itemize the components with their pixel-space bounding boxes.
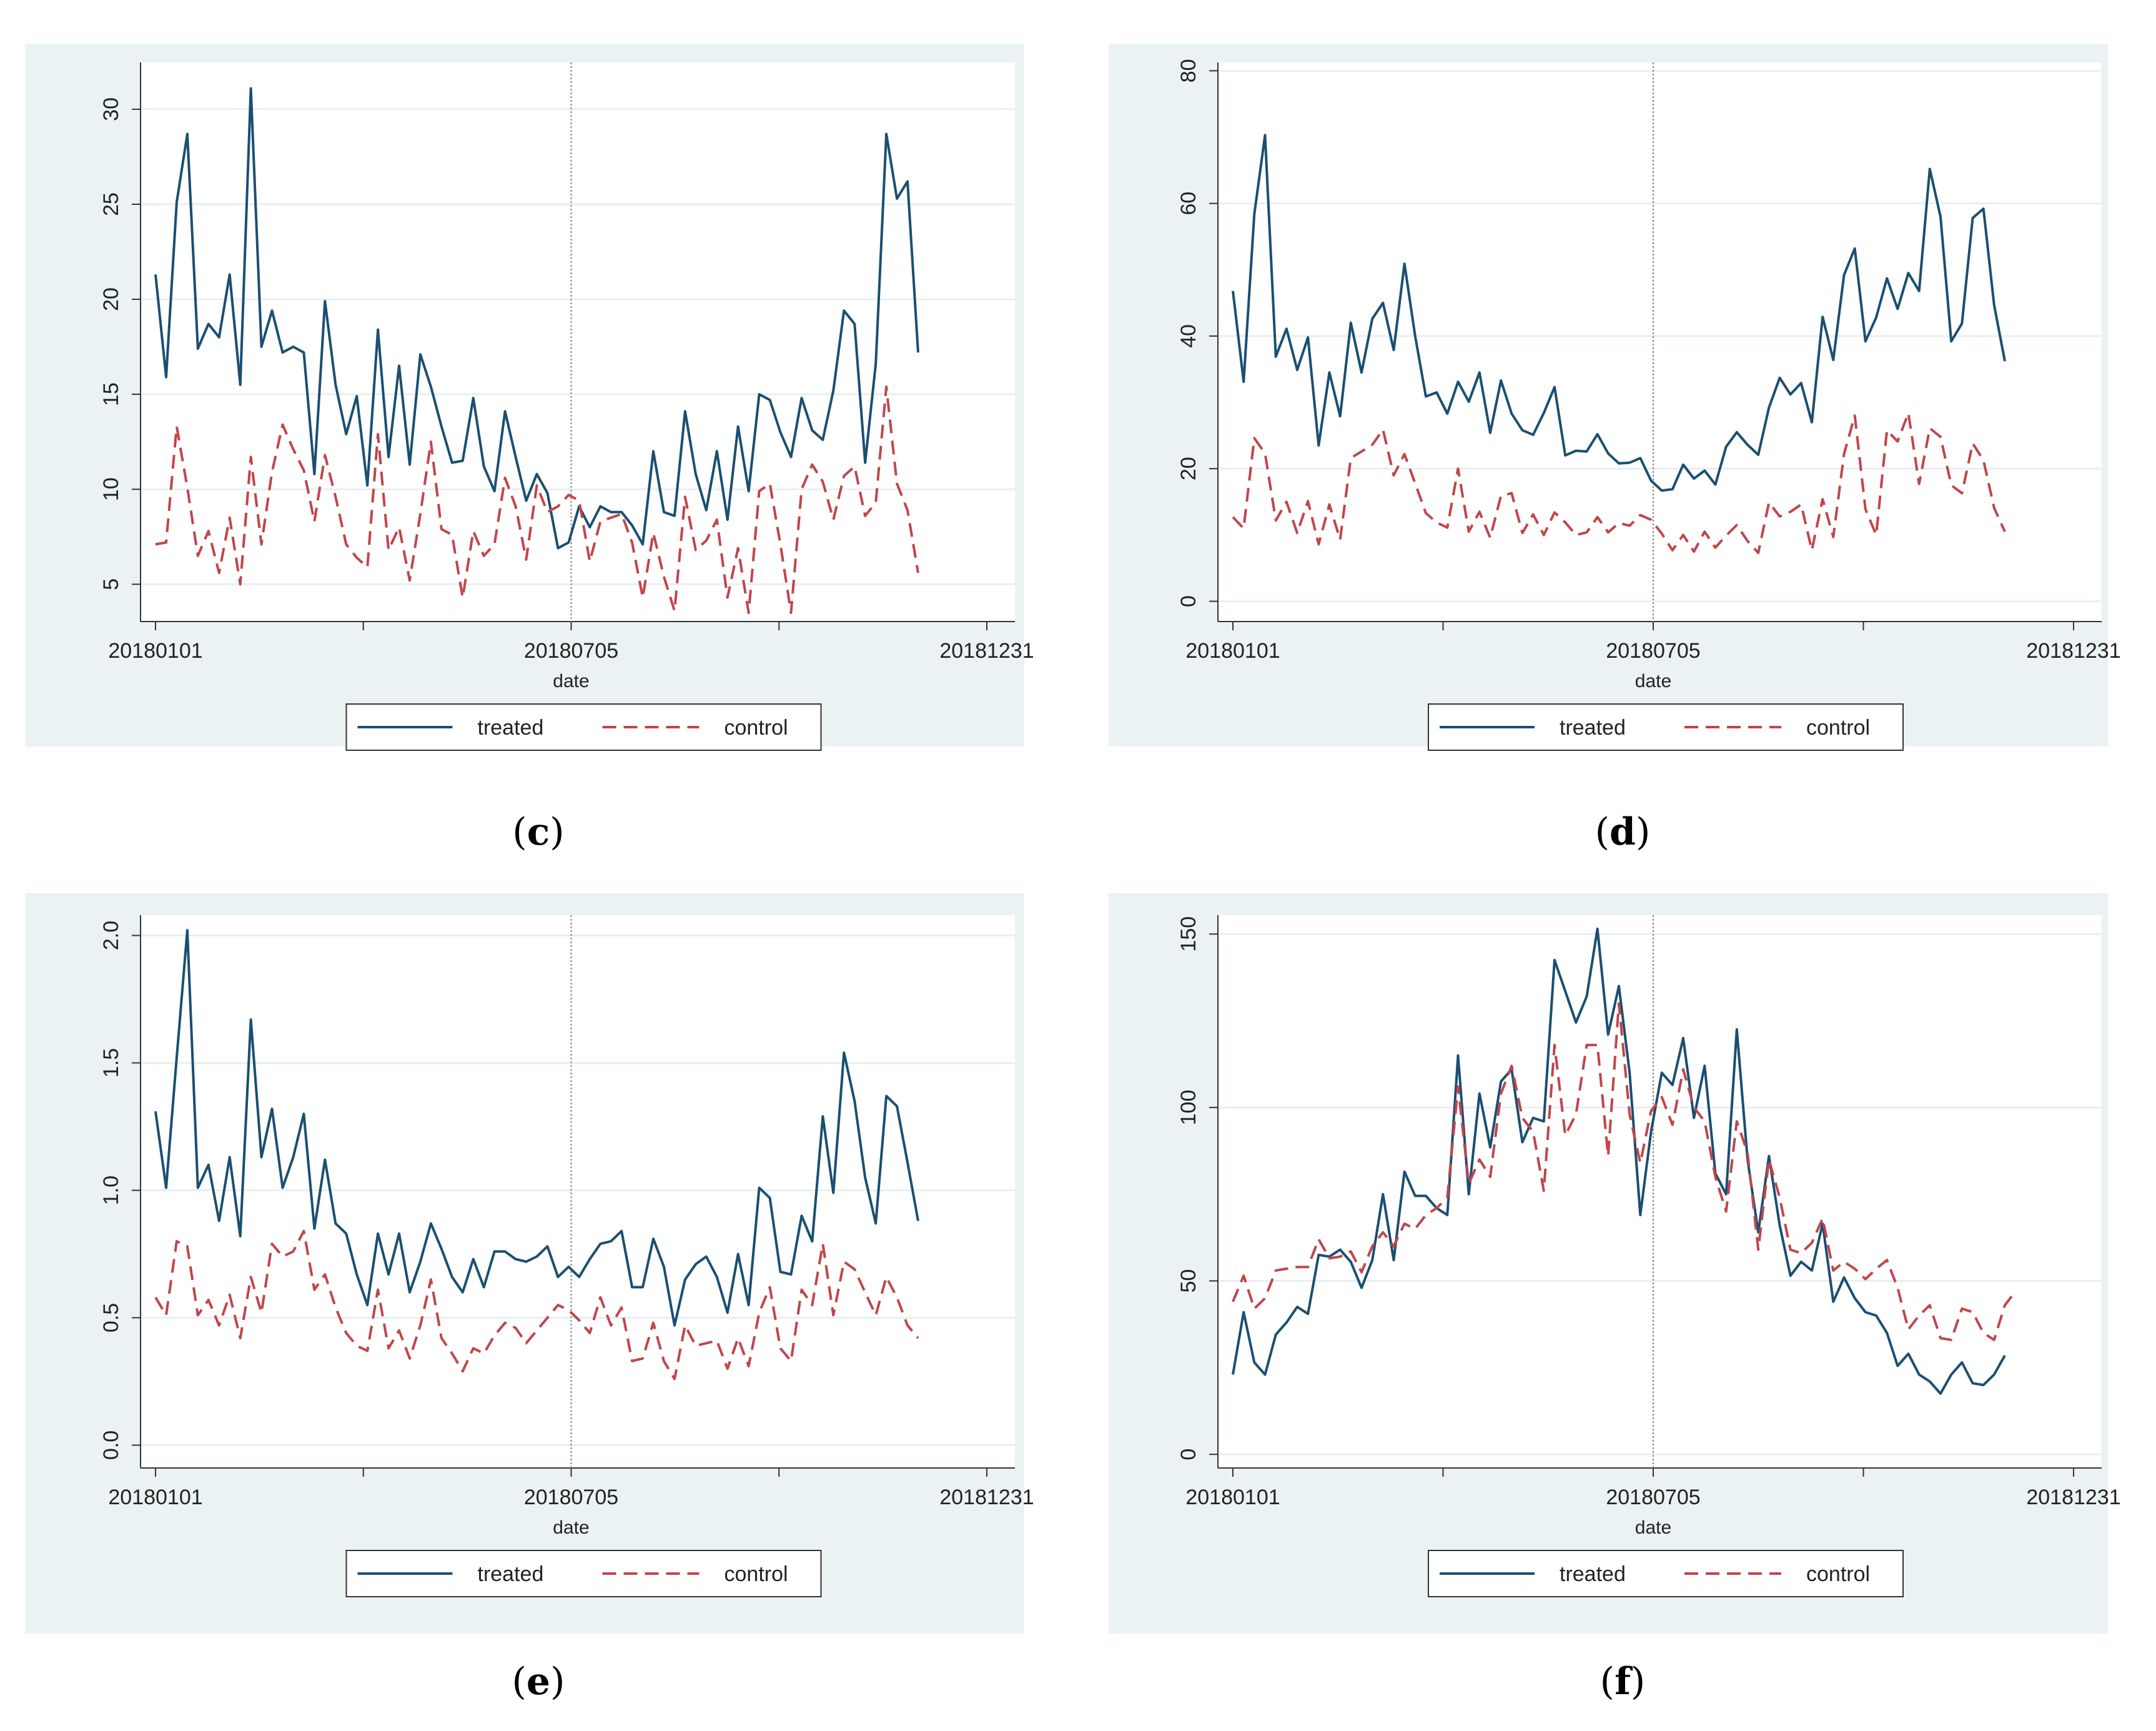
legend: treated control <box>345 1550 822 1597</box>
legend-label-treated: treated <box>1560 716 1626 740</box>
chart-panel-d: 0 20 40 60 80 20180101 20180705 20181231 date tre… <box>1109 44 2121 854</box>
caption-open-paren: ( <box>512 1660 526 1704</box>
y-tick-label: 0.5 <box>99 1303 123 1332</box>
x-tick-label: 20180705 <box>1606 639 1700 663</box>
caption-letter: f <box>1615 1660 1633 1704</box>
legend-label-treated: treated <box>478 1562 544 1586</box>
y-tick-label: 50 <box>1177 1269 1200 1293</box>
caption-open-paren: ( <box>512 810 527 854</box>
y-tick-label: 1.0 <box>99 1176 123 1205</box>
x-axis-title: date <box>553 1517 589 1538</box>
x-axis-title: date <box>1635 1517 1671 1538</box>
x-tick-label: 20180101 <box>108 639 202 663</box>
chart-panel-f: 0 50 100 150 20180101 20180705 20181231 date tre… <box>1109 893 2121 1704</box>
y-tick-label: 0.0 <box>99 1431 123 1460</box>
x-axis-title: date <box>553 671 589 692</box>
caption-letter: d <box>1610 810 1636 854</box>
plot-background <box>1218 62 2102 622</box>
plot-background <box>141 915 1015 1468</box>
y-tick-label: 20 <box>99 287 123 311</box>
panel-caption: (d) <box>1595 810 1651 854</box>
chart-panel-c: 5 10 15 20 25 30 20180101 20180705 20181231 date t… <box>25 44 1034 854</box>
panel-caption: (e) <box>512 1660 565 1704</box>
plot-background <box>141 62 1015 622</box>
legend-label-treated: treated <box>1560 1562 1626 1586</box>
caption-letter: e <box>527 1660 550 1704</box>
series-line-treated <box>154 87 919 550</box>
panel-caption: (c) <box>512 810 564 854</box>
legend-label-control: control <box>1806 1562 1870 1586</box>
y-tick-label: 100 <box>1177 1089 1200 1125</box>
x-tick-label: 20180101 <box>108 1485 202 1509</box>
x-axis-title: date <box>1635 671 1671 692</box>
x-tick-label: 20181231 <box>2026 1485 2120 1509</box>
series-line-control <box>1232 412 2006 555</box>
legend: treated control <box>345 703 822 751</box>
x-tick-label: 20180705 <box>524 1485 618 1509</box>
x-tick-label: 20181231 <box>939 639 1034 663</box>
y-tick-label: 60 <box>1177 192 1200 216</box>
legend-label-treated: treated <box>478 716 544 740</box>
x-tick-label: 20180705 <box>1606 1485 1700 1509</box>
x-tick-label: 20180101 <box>1185 1485 1280 1509</box>
panel-caption: (f) <box>1600 1660 1646 1704</box>
caption-letter: c <box>527 810 550 854</box>
y-tick-label: 15 <box>99 382 123 406</box>
y-tick-label: 0 <box>1177 1449 1200 1461</box>
y-tick-label: 25 <box>99 192 123 216</box>
series-line-control <box>155 385 919 614</box>
y-tick-label: 40 <box>1177 324 1200 348</box>
caption-close-paren: ) <box>1631 1660 1645 1704</box>
chart-panel-e: 0.0 0.5 1.0 1.5 2.0 20180101 20180705 20181231 d… <box>25 893 1034 1704</box>
y-tick-label: 10 <box>99 477 123 501</box>
legend-label-control: control <box>1806 716 1870 740</box>
y-tick-label: 150 <box>1177 916 1200 952</box>
series-line-treated <box>1232 927 2006 1395</box>
y-tick-label: 30 <box>99 97 123 121</box>
x-tick-label: 20180101 <box>1185 639 1280 663</box>
x-tick-label: 20180705 <box>524 639 618 663</box>
caption-open-paren: ( <box>1600 1660 1615 1704</box>
series-line-treated <box>154 929 919 1327</box>
legend-label-control: control <box>724 716 788 740</box>
caption-close-paren: ) <box>1636 810 1650 854</box>
caption-open-paren: ( <box>1595 810 1610 854</box>
y-tick-label: 80 <box>1177 59 1200 82</box>
y-tick-label: 1.5 <box>99 1048 123 1078</box>
y-tick-label: 20 <box>1177 457 1200 480</box>
caption-close-paren: ) <box>550 1660 565 1704</box>
x-tick-label: 20181231 <box>2026 639 2120 663</box>
legend: treated control <box>1428 703 1904 751</box>
caption-close-paren: ) <box>550 810 564 854</box>
y-tick-label: 5 <box>99 578 123 590</box>
series-line-control <box>1232 1002 2017 1341</box>
plot-background <box>1218 915 2102 1468</box>
legend: treated control <box>1428 1550 1904 1597</box>
y-tick-label: 2.0 <box>99 921 123 950</box>
series-line-treated <box>1232 134 2006 492</box>
y-tick-label: 0 <box>1177 595 1200 607</box>
legend-label-control: control <box>724 1562 788 1586</box>
x-tick-label: 20181231 <box>939 1485 1034 1509</box>
